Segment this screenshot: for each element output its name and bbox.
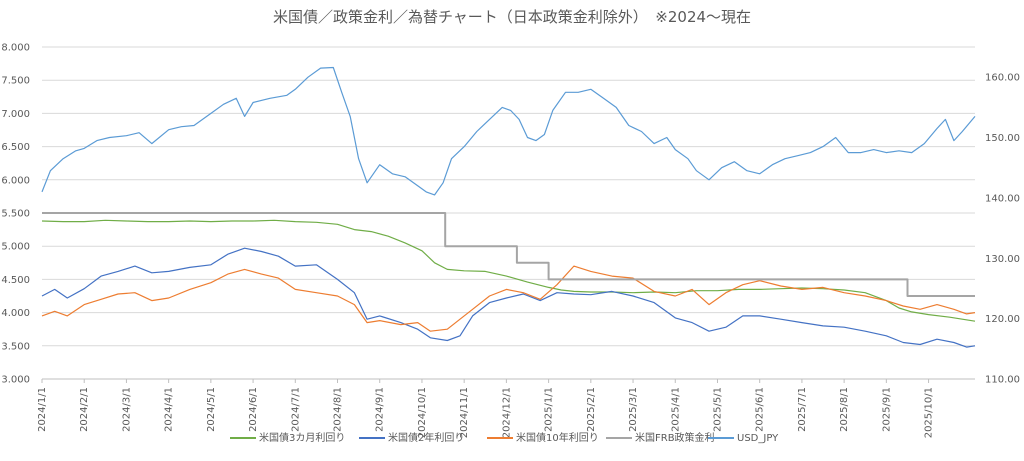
x-tick-label: 2024/10/1 <box>417 387 428 438</box>
chart-title: 米国債／政策金利／為替チャート（日本政策金利除外） ※2024～現在 <box>273 8 751 26</box>
x-tick-label: 2024/1/1 <box>37 387 48 432</box>
x-tick-label: 2025/5/1 <box>712 387 723 432</box>
legend-label: 米国FRB政策金利 <box>635 431 715 444</box>
x-tick-label: 2024/12/1 <box>501 387 512 438</box>
x-tick-label: 2024/7/1 <box>290 387 301 432</box>
left-tick-label: 6.500 <box>1 142 30 153</box>
right-tick-label: 140.00 <box>985 193 1020 204</box>
x-tick-label: 2024/3/1 <box>121 387 132 432</box>
left-tick-label: 5.500 <box>1 209 30 220</box>
left-tick-label: 4.500 <box>1 275 30 286</box>
x-tick-label: 2025/2/1 <box>586 387 597 432</box>
legend-label: USD_JPY <box>737 433 779 444</box>
left-tick-label: 7.500 <box>1 76 30 87</box>
legend-label: 米国債10年利回り <box>516 431 599 444</box>
series-line-1 <box>41 219 976 322</box>
right-tick-label: 120.00 <box>985 314 1020 325</box>
x-tick-label: 2024/8/1 <box>333 387 344 432</box>
left-tick-label: 8.000 <box>1 43 30 54</box>
right-tick-label: 160.00 <box>985 73 1020 84</box>
x-tick-label: 2024/4/1 <box>164 387 175 432</box>
legend-label: 米国債2年利回り <box>388 431 464 444</box>
x-tick-label: 2024/5/1 <box>206 387 217 432</box>
x-tick-label: 2024/2/1 <box>79 387 90 432</box>
series-line-3 <box>41 265 976 332</box>
series-line-4 <box>42 212 975 297</box>
x-tick-label: 2025/8/1 <box>839 387 850 432</box>
x-tick-label: 2025/9/1 <box>881 387 892 432</box>
legend-label: 米国債3カ月利回り <box>259 431 345 444</box>
x-tick-label: 2025/10/1 <box>924 387 935 438</box>
x-tick-label: 2024/6/1 <box>248 387 259 432</box>
series-line-2 <box>41 247 976 348</box>
left-tick-label: 4.000 <box>1 308 30 319</box>
x-tick-label: 2024/9/1 <box>375 387 386 432</box>
left-y-axis: 3.000 3.500 4.000 4.500 5.000 5.500 6.000 6.500… <box>1 43 30 386</box>
right-tick-label: 150.00 <box>985 133 1020 144</box>
x-axis: 2024/1/1 2024/2/1 2024/3/1 2024/4/1 2024/5/1… <box>37 378 975 438</box>
left-tick-label: 7.000 <box>1 109 30 120</box>
x-tick-label: 2025/6/1 <box>755 387 766 432</box>
right-tick-label: 130.00 <box>985 254 1020 265</box>
left-tick-label: 5.000 <box>1 242 30 253</box>
left-tick-label: 3.500 <box>1 341 30 352</box>
x-tick-label: 2025/1/1 <box>544 387 555 432</box>
x-tick-label: 2024/11/1 <box>459 387 470 438</box>
left-tick-label: 3.000 <box>1 375 30 386</box>
x-tick-label: 2025/3/1 <box>628 387 639 432</box>
plot-area <box>41 66 976 348</box>
x-tick-label: 2025/4/1 <box>670 387 681 432</box>
right-tick-label: 110.00 <box>985 375 1020 386</box>
right-y-axis: 110.00 120.00 130.00 140.00 150.00 160.00 <box>985 73 1020 386</box>
left-tick-label: 6.000 <box>1 175 30 186</box>
legend: 米国債3カ月利回り 米国債2年利回り 米国債10年利回り 米国FRB政策金利 USD_J… <box>230 431 779 444</box>
x-tick-label: 2025/7/1 <box>797 387 808 432</box>
series-line-5 <box>41 66 976 196</box>
